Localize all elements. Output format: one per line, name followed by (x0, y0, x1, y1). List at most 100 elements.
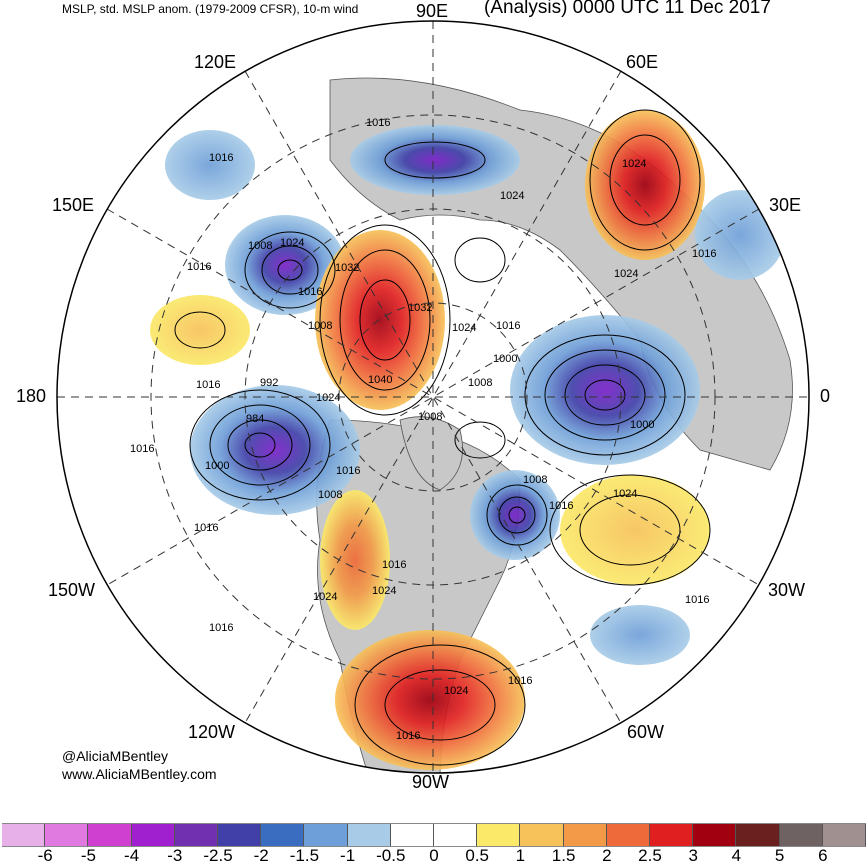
isobar-label: 1016 (496, 320, 520, 332)
isobar-ring (589, 109, 701, 251)
colorbar-tick-label: 5 (774, 846, 785, 865)
longitude-label-150e: 150E (52, 195, 95, 215)
colorbar-tick-label: 2.5 (638, 846, 662, 865)
isobar-label: 984 (246, 413, 264, 425)
map-boundary (56, 20, 810, 774)
anomaly-high-europe (585, 110, 705, 260)
isobar-ring (209, 404, 311, 486)
map-disk-content (57, 21, 809, 773)
isobar-ring (244, 432, 276, 458)
isobar-label: 1016 (508, 675, 532, 687)
colorbar-cell (218, 824, 262, 846)
anomaly-low-siberia-east (225, 215, 345, 315)
isobar-label: 1024 (280, 237, 304, 249)
anomaly-low-atlantic-south (590, 605, 690, 665)
colorbar-cell (693, 824, 737, 846)
isobar-label: 1016 (187, 261, 211, 273)
isobar-ring (454, 421, 506, 459)
colorbar-tick-label: -1 (340, 846, 356, 865)
isobar-label: 1016 (209, 622, 233, 634)
colorbar-tick-label: 3 (688, 846, 698, 865)
isobar-label: 1024 (313, 591, 337, 603)
polar-map: 1016 1016 1024 1024 1008 1024 1032 1016 … (56, 20, 810, 774)
colorbar-cell (347, 824, 391, 846)
colorbar-tick-label: -1.5 (289, 846, 320, 865)
isobar-label: 1000 (493, 353, 517, 365)
isobar-label: 1016 (382, 559, 406, 571)
isobar-label: 1000 (205, 460, 229, 472)
colorbar-cell (174, 824, 219, 846)
anomaly-low-siberia (165, 130, 255, 200)
isobar-ring (319, 224, 451, 416)
isobar-label: 1008 (468, 377, 492, 389)
colorbar-tick-label: 2 (602, 846, 612, 865)
isobar-ring (584, 379, 626, 411)
isobar-ring (486, 484, 548, 546)
colorbar-tick-label: 1.5 (551, 846, 576, 865)
isobar-ring (498, 496, 536, 534)
longitude-label-30e: 30E (769, 195, 802, 215)
isobar-ring (524, 334, 686, 456)
anomaly-layer (150, 110, 785, 770)
isobar-ring (359, 279, 411, 361)
colorbar-tick-label: -0.5 (376, 846, 406, 865)
credit-website: www.AliciaMBentley.com (62, 766, 217, 782)
anomaly-high-azores (560, 475, 710, 585)
isobar-label: 1024 (613, 488, 637, 500)
colorbar-cell (2, 824, 46, 846)
colorbar-cell (45, 824, 89, 846)
colorbar-tick-label: 6 (818, 846, 828, 865)
colorbar-cell (563, 824, 607, 846)
isobar-label: 1016 (298, 286, 322, 298)
isobar-label: 1024 (372, 585, 396, 597)
anomaly-low-north (350, 125, 520, 195)
colorbar-cell (131, 824, 175, 846)
anomaly-high-west-canada (320, 490, 390, 630)
isobar-ring (244, 231, 336, 309)
isobar-ring (261, 245, 319, 295)
isobar-label: 1024 (444, 685, 468, 697)
colorbar-cell (606, 824, 651, 846)
isobar-label: 1024 (452, 322, 476, 334)
isobar-ring (549, 474, 711, 586)
graticule-layer (57, 21, 809, 773)
isobar-label: 1000 (630, 419, 654, 431)
colorbar-tick-label: -2 (253, 846, 269, 865)
isobar-label: 1008 (318, 489, 342, 501)
colorbar (2, 823, 867, 847)
isobar-label: 1032 (335, 262, 359, 274)
colorbar-cell (434, 824, 478, 846)
anomaly-low-pacific (190, 385, 360, 515)
colorbar-cell (779, 824, 823, 846)
anomaly-high-us (335, 630, 525, 770)
isobar-label: 1016 (209, 152, 233, 164)
credit-handle: @AliciaMBentley (62, 748, 169, 764)
longitude-label-30w: 30W (768, 580, 806, 600)
colorbar-tick-label: 0.5 (465, 846, 490, 865)
isobar-label: 1008 (418, 411, 442, 423)
colorbar-cell (261, 824, 305, 846)
colorbar-cell (736, 824, 780, 846)
isobar-ring (277, 259, 303, 281)
colorbar-tick-label: 0 (429, 846, 439, 865)
isobar-label: 1016 (194, 522, 218, 534)
longitude-label-90e: 90E (416, 1, 449, 21)
isobar-ring (454, 237, 506, 283)
colorbar-tick-label: -6 (37, 846, 53, 865)
longitude-label-120w: 120W (188, 722, 236, 742)
colorbar-tick-label: 1 (515, 846, 526, 865)
isobar-ring (564, 364, 646, 426)
isobar-label: 1024 (500, 190, 524, 202)
anomaly-high-arctic (315, 230, 445, 410)
isobar-label: 1016 (685, 594, 709, 606)
map-subtitle: MSLP, std. MSLP anom. (1979-2009 CFSR), … (62, 2, 359, 16)
colorbar-tick-label: -3 (167, 846, 183, 865)
colorbar-cell (304, 824, 348, 846)
isobar-ring (174, 311, 226, 349)
longitude-label-180: 180 (16, 386, 47, 406)
isobar-label: 1016 (692, 248, 716, 260)
isobar-ring (339, 249, 431, 391)
greenland-land (399, 416, 463, 491)
map-title: (Analysis) 0000 UTC 11 Dec 2017 (484, 0, 771, 18)
isobar-label: 1016 (396, 730, 420, 742)
